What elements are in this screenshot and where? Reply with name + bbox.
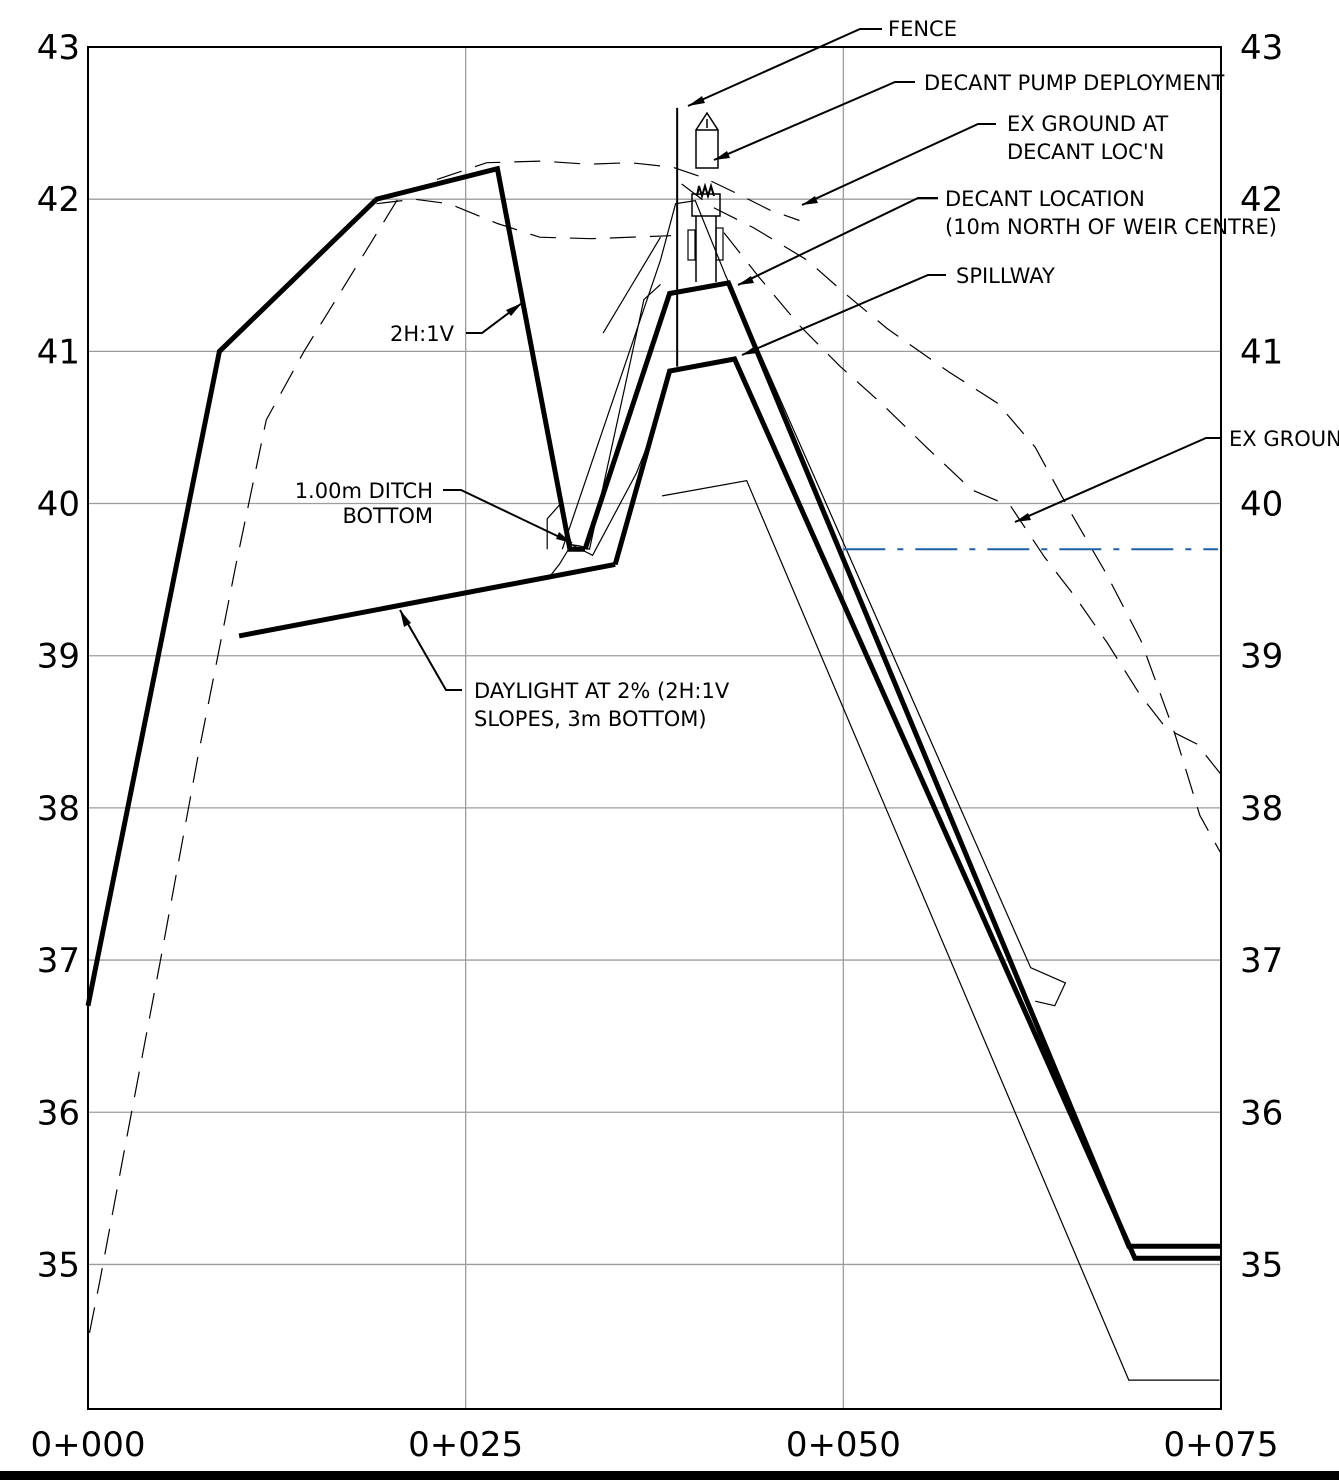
y-tick-label-left: 39 (37, 637, 80, 677)
decant-location-leader (737, 197, 940, 286)
daylight-arrow-icon (400, 610, 411, 627)
profile-line-3 (612, 356, 1221, 1261)
y-tick-label-left: 38 (37, 789, 80, 829)
y-tick-label-left: 43 (37, 28, 80, 68)
pump-arrow-icon (714, 151, 730, 160)
profile-line-5 (561, 200, 1067, 1007)
annotation-leaders (399, 28, 1222, 691)
slope-arrow-icon (506, 303, 522, 316)
profile-line-10 (436, 160, 800, 222)
profile-line-4 (661, 480, 1220, 1381)
y-tick-label-left: 37 (37, 941, 80, 981)
annotation-labels: FENCE DECANT PUMP DEPLOYMENT EX GROUND A… (295, 17, 1339, 731)
profile-line-11 (681, 183, 1222, 854)
decant-location-label-1: DECANT LOCATION (945, 187, 1145, 211)
y-tick-label-left: 36 (37, 1093, 80, 1133)
profile-line-0 (238, 561, 616, 639)
decant-label-backing (938, 184, 1222, 242)
y-tick-label-right: 43 (1240, 28, 1283, 68)
daylight-label-2: SLOPES, 3m BOTTOM) (474, 707, 707, 731)
profile-line-9 (376, 198, 672, 240)
profiles (85, 107, 1222, 1381)
y-tick-label-right: 36 (1240, 1093, 1283, 1133)
profile-line-2 (582, 280, 1221, 1249)
profile-line-8 (602, 236, 662, 334)
pump-label: DECANT PUMP DEPLOYMENT (924, 71, 1225, 95)
decant-pump-symbol (687, 111, 724, 282)
spillway-label: SPILLWAY (956, 264, 1055, 288)
pump-leader (713, 81, 915, 161)
x-tick-label: 0+025 (408, 1425, 523, 1465)
spillway-leader (741, 274, 946, 356)
bottom-border-band (0, 1471, 1339, 1480)
y-tick-label-right: 41 (1240, 332, 1283, 372)
spillway-arrow-icon (742, 346, 758, 355)
x-tick-label: 0+075 (1163, 1425, 1278, 1465)
profile-line-13 (723, 232, 1222, 775)
fence-label: FENCE (888, 17, 957, 41)
exground-decant-leader (801, 123, 996, 206)
y-tick-label-right: 38 (1240, 789, 1283, 829)
y-tick-label-left: 41 (37, 332, 80, 372)
ditch-leader (443, 489, 573, 544)
fence-arrow-icon (688, 96, 705, 106)
y-tick-label-right: 35 (1240, 1245, 1283, 1285)
y-tick-label-left: 42 (37, 180, 80, 220)
slope-label: 2H:1V (390, 322, 455, 346)
y-tick-label-right: 40 (1240, 485, 1283, 525)
y-tick-label-right: 42 (1240, 180, 1283, 220)
profile-line-12 (88, 198, 399, 1334)
y-tick-label-left: 40 (37, 485, 80, 525)
daylight-leader (399, 609, 462, 691)
daylight-label-1: DAYLIGHT AT 2% (2H:1V (474, 679, 730, 703)
fence-leader (687, 28, 882, 107)
ditch-label-1: 1.00m DITCH (295, 479, 433, 503)
profile-line-6 (546, 283, 661, 580)
ditch-label-2: BOTTOM (342, 504, 433, 528)
exground-leader (1014, 437, 1222, 523)
exground-arrow-icon (1015, 513, 1031, 522)
ditch-arrow-icon (556, 532, 572, 543)
axis-ticks: 0+000 0+025 0+050 0+075 35 35 36 36 37 37 38 38 39 39… (30, 28, 1283, 1465)
x-tick-label: 0+050 (786, 1425, 901, 1465)
profile-line-1 (85, 165, 585, 1007)
y-tick-label-left: 35 (37, 1245, 80, 1285)
x-tick-label: 0+000 (30, 1425, 145, 1465)
decant-location-arrow-icon (738, 276, 754, 285)
exground-decant-label-1: EX GROUND AT (1007, 112, 1168, 136)
exground-label: EX GROUND (1229, 427, 1339, 451)
y-tick-label-right: 39 (1240, 637, 1283, 677)
y-tick-label-right: 37 (1240, 941, 1283, 981)
exground-decant-arrow-icon (802, 196, 818, 205)
plot-frame (87, 46, 1222, 1410)
profile-line-7 (546, 434, 653, 557)
decant-location-label-2: (10m NORTH OF WEIR CENTRE) (945, 215, 1277, 239)
exground-decant-label-2: DECANT LOC'N (1007, 140, 1164, 164)
